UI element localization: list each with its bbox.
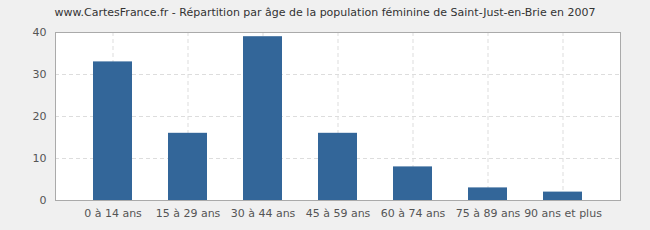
svg-text:30 à 44 ans: 30 à 44 ans (231, 207, 296, 220)
svg-text:15 à 29 ans: 15 à 29 ans (156, 207, 221, 220)
svg-text:75 à 89 ans: 75 à 89 ans (456, 207, 521, 220)
html-text:www.CartesFrance.fr - Répartit: www.CartesFrance.fr - Répartition par âg… (54, 6, 596, 19)
svg-text:60 à 74 ans: 60 à 74 ans (381, 207, 446, 220)
svg-text:10: 10 (33, 152, 47, 165)
svg-text:30: 30 (33, 68, 47, 81)
svg-text:40: 40 (33, 26, 47, 39)
svg-text:20: 20 (33, 110, 47, 123)
svg-text:0 à 14 ans: 0 à 14 ans (84, 207, 142, 220)
svg-text:45 à 59 ans: 45 à 59 ans (306, 207, 371, 220)
svg-text:0: 0 (40, 194, 47, 207)
svg-text:90 ans et plus: 90 ans et plus (524, 207, 602, 220)
